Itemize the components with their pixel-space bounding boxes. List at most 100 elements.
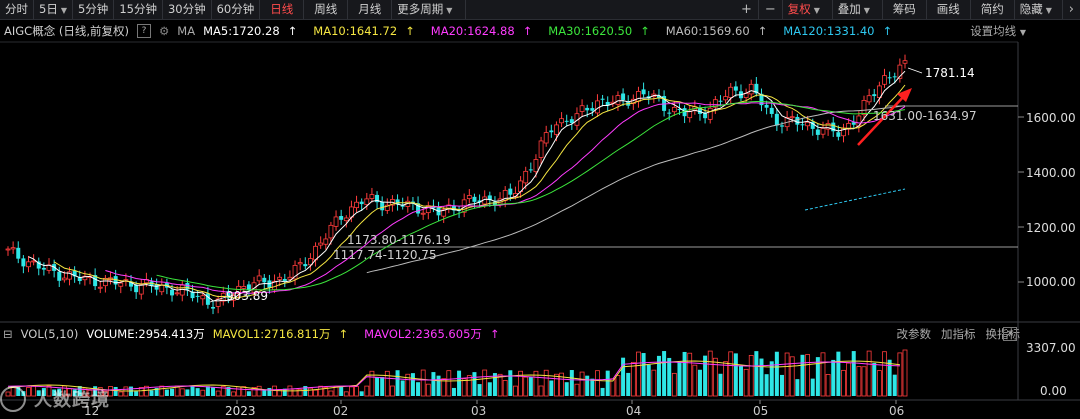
candle-body bbox=[697, 108, 702, 114]
tab-fenshi[interactable]: 分时 bbox=[0, 0, 34, 19]
volume-bar bbox=[876, 370, 882, 397]
switch-indicator-button[interactable]: 换指标 bbox=[985, 327, 1021, 341]
draw-line-button[interactable]: 画线 bbox=[927, 0, 971, 19]
volume-bar bbox=[743, 368, 749, 397]
candle-body bbox=[195, 295, 200, 297]
fuquan-button[interactable]: 复权 ▼ bbox=[783, 0, 833, 19]
volume-bar bbox=[380, 377, 385, 396]
candle-body bbox=[836, 132, 841, 137]
chevron-down-icon: ▼ bbox=[1019, 28, 1026, 37]
add-indicator-button[interactable]: 加指标 bbox=[941, 327, 976, 341]
volume-bar bbox=[318, 385, 324, 397]
candle-body bbox=[323, 238, 329, 245]
candle-body bbox=[282, 278, 287, 281]
volume-bar bbox=[902, 349, 908, 397]
tab-monthly[interactable]: 月线 bbox=[348, 0, 393, 19]
volume-bar bbox=[856, 366, 862, 397]
candle-body bbox=[256, 275, 262, 282]
volume-bar bbox=[579, 371, 585, 397]
overlay-button[interactable]: 叠加 ▼ bbox=[833, 0, 883, 19]
tab-30min[interactable]: 30分钟 bbox=[163, 0, 212, 19]
candle-body bbox=[313, 245, 318, 261]
candle-body bbox=[375, 194, 380, 203]
volume-bar bbox=[513, 385, 518, 397]
candle-body bbox=[308, 258, 313, 266]
volume-bar bbox=[502, 379, 508, 397]
candle-body bbox=[667, 112, 672, 114]
volume-bar bbox=[641, 353, 646, 396]
candle-body bbox=[876, 85, 882, 99]
candle-body bbox=[129, 281, 134, 287]
volume-bar bbox=[354, 386, 359, 397]
candle-body bbox=[595, 100, 600, 114]
volume-bar bbox=[810, 378, 815, 396]
volume-bar bbox=[297, 388, 303, 397]
candle-body bbox=[892, 76, 897, 78]
tab-weekly[interactable]: 周线 bbox=[304, 0, 349, 19]
simple-button[interactable]: 简约 bbox=[971, 0, 1015, 19]
candle-body bbox=[297, 262, 303, 265]
date-tick-02: 02 bbox=[333, 404, 349, 418]
gear-icon[interactable]: ⚙ bbox=[158, 24, 170, 38]
change-params-button[interactable]: 改参数 bbox=[896, 327, 932, 341]
volume-bar bbox=[564, 382, 569, 396]
ma60-arrow: ↑ bbox=[757, 24, 768, 38]
volume-bar bbox=[308, 387, 313, 397]
candle-body bbox=[800, 124, 805, 126]
tab-60min[interactable]: 60分钟 bbox=[212, 0, 261, 19]
gap-label-1: 1173.80-1176.19 bbox=[347, 233, 451, 247]
volume-bar bbox=[369, 370, 375, 397]
volume-bar bbox=[615, 375, 621, 397]
tab-15min[interactable]: 15分钟 bbox=[114, 0, 163, 19]
tab-5min[interactable]: 5分钟 bbox=[73, 0, 115, 19]
date-tick-03: 03 bbox=[471, 404, 487, 418]
close-icon[interactable]: × bbox=[1003, 327, 1017, 341]
candle-body bbox=[523, 170, 529, 184]
candlesticks bbox=[5, 54, 908, 315]
minus-icon[interactable]: − bbox=[759, 0, 783, 19]
volume-bar bbox=[436, 375, 441, 396]
volume-bar bbox=[97, 387, 103, 397]
volume-bar bbox=[349, 386, 354, 397]
candle-body bbox=[93, 275, 98, 287]
ma-settings-button[interactable]: 设置均线 ▼ bbox=[970, 23, 1026, 39]
tab-5day[interactable]: 5日 ▼ bbox=[34, 0, 73, 19]
chevron-down-icon: ▼ bbox=[446, 6, 453, 15]
date-tick-05: 05 bbox=[753, 404, 769, 418]
tab-more-periods[interactable]: 更多周期 ▼ bbox=[392, 0, 467, 19]
plus-icon[interactable]: + bbox=[735, 0, 759, 19]
volume-bar bbox=[656, 355, 661, 396]
volume-bar bbox=[220, 386, 226, 397]
volume-bar bbox=[779, 374, 784, 396]
hide-button[interactable]: 隐藏 ▼ bbox=[1015, 0, 1063, 19]
mavol1-text: MAVOL1:2716.811万 bbox=[212, 327, 331, 341]
volume-bar bbox=[93, 386, 98, 396]
mavol2-value: MAVOL2:2365.605万 ↑ bbox=[364, 326, 507, 342]
volume-bar bbox=[185, 389, 190, 396]
candle-body bbox=[564, 120, 569, 122]
ma120-text: MA120:1331.40 bbox=[783, 24, 875, 38]
ma20-value: MA20:1624.88 ↑ bbox=[431, 24, 541, 38]
volume-bar bbox=[77, 386, 82, 396]
candle-body bbox=[277, 276, 283, 280]
volume-bar bbox=[671, 372, 677, 397]
gap-label-3: 1631.00-1634.97 bbox=[873, 109, 977, 123]
volume-bar bbox=[441, 378, 447, 397]
scroll-right-icon[interactable]: › bbox=[1068, 2, 1074, 17]
overlay-label: 叠加 bbox=[837, 2, 861, 16]
candle-body bbox=[138, 284, 144, 295]
volume-bar bbox=[585, 375, 590, 396]
red-arrow-head bbox=[897, 88, 912, 102]
volume-bar bbox=[303, 386, 308, 396]
candle-body bbox=[861, 100, 867, 116]
candle-body bbox=[718, 100, 723, 102]
volume-bar bbox=[784, 352, 790, 397]
volume-bar bbox=[861, 366, 867, 397]
chips-button[interactable]: 筹码 bbox=[883, 0, 927, 19]
candle-body bbox=[677, 109, 682, 111]
tab-5day-label: 5日 bbox=[39, 2, 58, 16]
help-icon[interactable]: ? bbox=[136, 24, 151, 38]
tab-daily[interactable]: 日线 bbox=[260, 0, 305, 19]
vol-expand-icon[interactable]: ⊟ bbox=[3, 327, 13, 341]
